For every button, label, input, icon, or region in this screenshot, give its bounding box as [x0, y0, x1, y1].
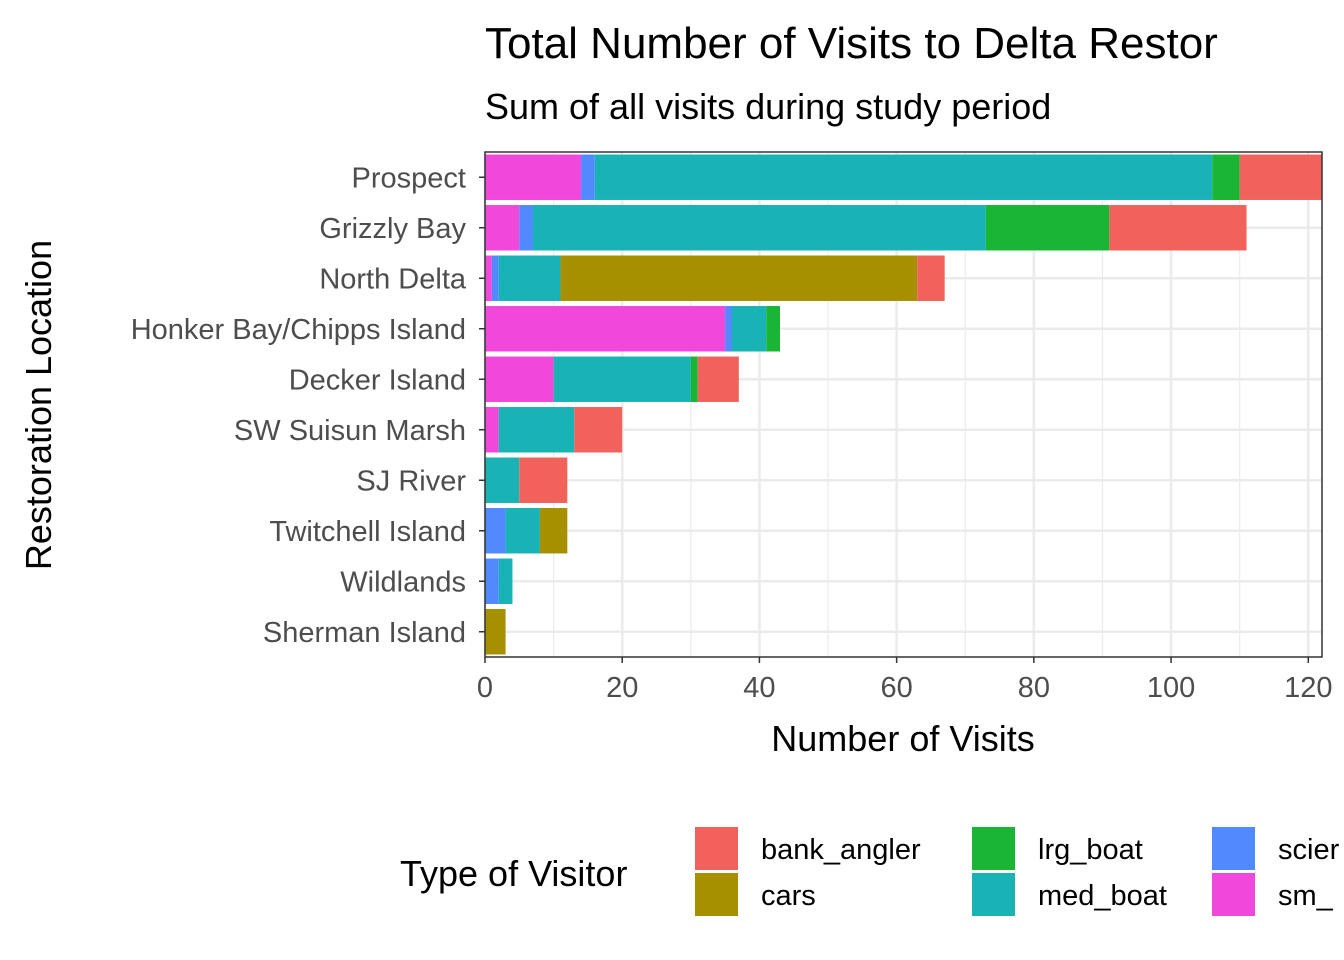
bar-segment [519, 205, 534, 251]
legend-label: scier [1278, 834, 1340, 866]
bar-segment [574, 407, 623, 453]
y-tick-label: Prospect [352, 162, 466, 194]
bar-segment [485, 457, 520, 503]
legend-label: lrg_boat [1038, 834, 1143, 866]
bar-segment [505, 508, 540, 554]
y-axis: Sherman Island Wildlands Twitchell Island S… [131, 162, 485, 649]
bar-segment [560, 255, 918, 301]
bar-segment [539, 508, 568, 554]
bar-segment [485, 356, 554, 402]
bar-segment [533, 205, 986, 251]
legend-swatch [1212, 873, 1255, 916]
bar-segment [519, 457, 568, 503]
x-tick-label: 60 [881, 672, 913, 704]
bar-segment [498, 407, 575, 453]
x-tick-label: 100 [1147, 672, 1195, 704]
bar-segment [498, 255, 561, 301]
bar-segment [594, 154, 1213, 200]
legend-swatch [972, 873, 1015, 916]
bars [485, 154, 1322, 655]
plot-border [484, 151, 1323, 658]
legend-label: bank_angler [761, 834, 921, 866]
legend-title: Type of Visitor [400, 853, 627, 894]
bar-segment [485, 558, 499, 604]
x-tick-label: 0 [477, 672, 493, 704]
bar-segment [731, 306, 767, 352]
x-axis-title: Number of Visits [771, 718, 1034, 759]
y-tick-label: Twitchell Island [269, 516, 466, 548]
legend-swatch [695, 873, 738, 916]
legend-swatch [972, 827, 1015, 870]
bar-segment [485, 407, 499, 453]
bar-segment [766, 306, 781, 352]
y-tick-label: Honker Bay/Chipps Island [131, 314, 466, 346]
bar-segment [985, 205, 1110, 251]
chart-title: Total Number of Visits to Delta Restor [485, 19, 1218, 68]
bar-segment [485, 154, 582, 200]
bar-segment [485, 306, 726, 352]
y-tick-label: Decker Island [289, 364, 466, 396]
legend-swatch [1212, 827, 1255, 870]
y-tick-label: North Delta [319, 263, 467, 295]
bar-segment [498, 558, 513, 604]
bar-segment [917, 255, 945, 301]
legend-label: sm_ [1278, 880, 1334, 912]
x-tick-label: 120 [1284, 672, 1332, 704]
legend-swatch [695, 827, 738, 870]
y-tick-label: SW Suisun Marsh [234, 415, 466, 447]
chart-subtitle: Sum of all visits during study period [485, 86, 1051, 127]
bar-segment [485, 508, 506, 554]
bar-segment [1239, 154, 1322, 200]
bar-segment [485, 609, 506, 655]
bar-segment [1212, 154, 1240, 200]
bar-segment [725, 306, 732, 352]
y-axis-title: Restoration Location [18, 240, 59, 570]
legend-label: cars [761, 880, 816, 912]
bar-segment [491, 255, 499, 301]
y-tick-label: Grizzly Bay [319, 213, 466, 245]
legend-label: med_boat [1038, 880, 1167, 912]
x-axis: 0 20 40 60 80 100 120 [477, 657, 1332, 704]
bar-segment [485, 255, 492, 301]
x-tick-label: 40 [743, 672, 775, 704]
y-tick-label: Wildlands [340, 566, 466, 598]
bar-segment [690, 356, 698, 402]
bar-segment [1109, 205, 1247, 251]
x-tick-label: 20 [606, 672, 638, 704]
bar-segment [553, 356, 691, 402]
bar-segment [581, 154, 595, 200]
bar-segment [485, 205, 520, 251]
bar-segment [697, 356, 739, 402]
y-tick-label: SJ River [356, 465, 466, 497]
x-tick-label: 80 [1018, 672, 1050, 704]
y-tick-label: Sherman Island [263, 617, 466, 649]
